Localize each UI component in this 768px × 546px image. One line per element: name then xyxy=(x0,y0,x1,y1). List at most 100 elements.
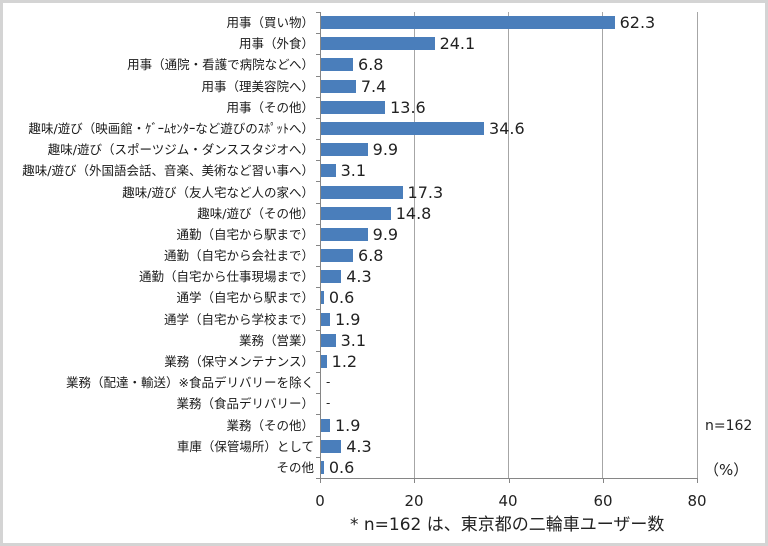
y-tick xyxy=(316,351,320,352)
data-label: 1.9 xyxy=(334,310,361,329)
value-axis xyxy=(320,478,698,479)
unit-label: （%） xyxy=(704,461,749,479)
data-label: 1.2 xyxy=(331,352,358,371)
category-label: 用事（外食） xyxy=(238,36,314,51)
category-label: 車庫（保管場所）として xyxy=(176,439,314,454)
y-tick xyxy=(316,139,320,140)
data-label: 14.8 xyxy=(395,204,432,223)
x-tick xyxy=(697,478,698,483)
category-label: 用事（その他） xyxy=(226,100,314,115)
bar xyxy=(321,228,368,241)
category-label: 趣味/遊び（映画館・ｹﾞｰﾑｾﾝﾀｰなど遊びのｽﾎﾟｯﾄへ） xyxy=(28,121,314,136)
x-tick xyxy=(508,478,510,483)
category-label: 通学（自宅から学校まで） xyxy=(163,312,314,327)
data-label: 6.8 xyxy=(358,246,384,265)
category-label: 通勤（自宅から駅まで） xyxy=(176,227,314,242)
category-label: 業務（食品デリバリー） xyxy=(176,396,314,411)
data-label: 17.3 xyxy=(407,183,444,202)
y-tick xyxy=(316,309,320,310)
y-tick xyxy=(316,436,320,437)
bar xyxy=(321,164,336,177)
x-tick-label: 0 xyxy=(315,492,325,510)
data-label: - xyxy=(326,396,331,410)
bar xyxy=(321,270,342,283)
data-label: 7.4 xyxy=(360,77,387,96)
category-label: 業務（その他） xyxy=(226,418,314,433)
category-label: 業務（営業） xyxy=(238,333,314,348)
data-label: 4.3 xyxy=(346,437,372,456)
bar xyxy=(321,186,403,199)
y-tick xyxy=(316,181,320,182)
gridline xyxy=(602,12,604,478)
bar xyxy=(321,313,330,326)
y-tick xyxy=(316,203,320,204)
category-label: 用事（買い物） xyxy=(226,15,314,30)
y-tick xyxy=(316,224,320,225)
plot-area xyxy=(320,12,698,478)
bar xyxy=(321,440,342,453)
y-tick xyxy=(316,118,320,119)
y-tick xyxy=(316,245,320,246)
y-tick xyxy=(316,76,320,77)
y-tick xyxy=(316,330,320,331)
data-label: - xyxy=(326,375,331,389)
gridline xyxy=(413,12,415,478)
y-tick xyxy=(316,287,320,288)
data-label: 6.8 xyxy=(358,55,384,74)
bar xyxy=(321,207,391,220)
x-tick xyxy=(414,478,416,483)
category-label: 通学（自宅から駅まで） xyxy=(176,290,314,305)
category-label: 趣味/遊び（外国語会話、音楽、美術など習い事へ） xyxy=(22,163,314,178)
y-tick xyxy=(316,414,320,415)
y-tick xyxy=(316,54,320,55)
y-tick xyxy=(316,478,320,479)
bar xyxy=(321,101,386,114)
category-label: 用事（通院・看護で病院などへ） xyxy=(127,57,314,72)
category-axis xyxy=(320,12,321,478)
y-tick xyxy=(316,12,320,13)
category-label: 趣味/遊び（スポーツジム・ダンススタジオへ） xyxy=(47,142,314,157)
bar xyxy=(321,355,327,368)
bar xyxy=(321,80,356,93)
y-tick xyxy=(316,33,320,34)
category-label: 趣味/遊び（その他） xyxy=(197,206,314,221)
data-label: 24.1 xyxy=(439,34,476,53)
category-label: 業務（配達・輸送）※食品デリバリーを除く xyxy=(66,375,314,390)
bar xyxy=(321,291,324,304)
data-label: 62.3 xyxy=(619,13,656,32)
data-label: 4.3 xyxy=(346,267,372,286)
x-tick-label: 20 xyxy=(404,492,424,510)
y-tick xyxy=(316,372,320,373)
bar xyxy=(321,37,435,50)
bar xyxy=(321,419,330,432)
category-label: 通勤（自宅から仕事現場まで） xyxy=(138,269,314,284)
x-tick xyxy=(602,478,604,483)
x-tick-label: 40 xyxy=(498,492,518,510)
category-label: 業務（保守メンテナンス） xyxy=(164,354,314,369)
data-label: 0.6 xyxy=(328,458,355,477)
x-tick-label: 60 xyxy=(593,492,613,510)
data-label: 9.9 xyxy=(372,140,399,159)
y-tick xyxy=(316,266,320,267)
bar xyxy=(321,58,354,71)
bar xyxy=(321,122,485,135)
bar xyxy=(321,334,336,347)
y-tick xyxy=(316,160,320,161)
category-label: その他 xyxy=(276,460,314,475)
x-tick xyxy=(320,478,321,483)
data-label: 1.9 xyxy=(334,416,361,435)
data-label: 3.1 xyxy=(340,331,367,350)
x-tick-label: 80 xyxy=(687,492,707,510)
bar xyxy=(321,16,615,29)
y-tick xyxy=(316,393,320,394)
bar xyxy=(321,249,354,262)
data-label: 13.6 xyxy=(390,98,426,117)
data-label: 34.6 xyxy=(489,119,525,138)
category-label: 通勤（自宅から会社まで） xyxy=(163,248,314,263)
data-label: 3.1 xyxy=(340,161,367,180)
data-label: 0.6 xyxy=(328,288,355,307)
gridline xyxy=(696,12,698,478)
y-tick xyxy=(316,97,320,98)
footnote: * n=162 は、東京都の二輪車ユーザー数 xyxy=(350,515,665,535)
